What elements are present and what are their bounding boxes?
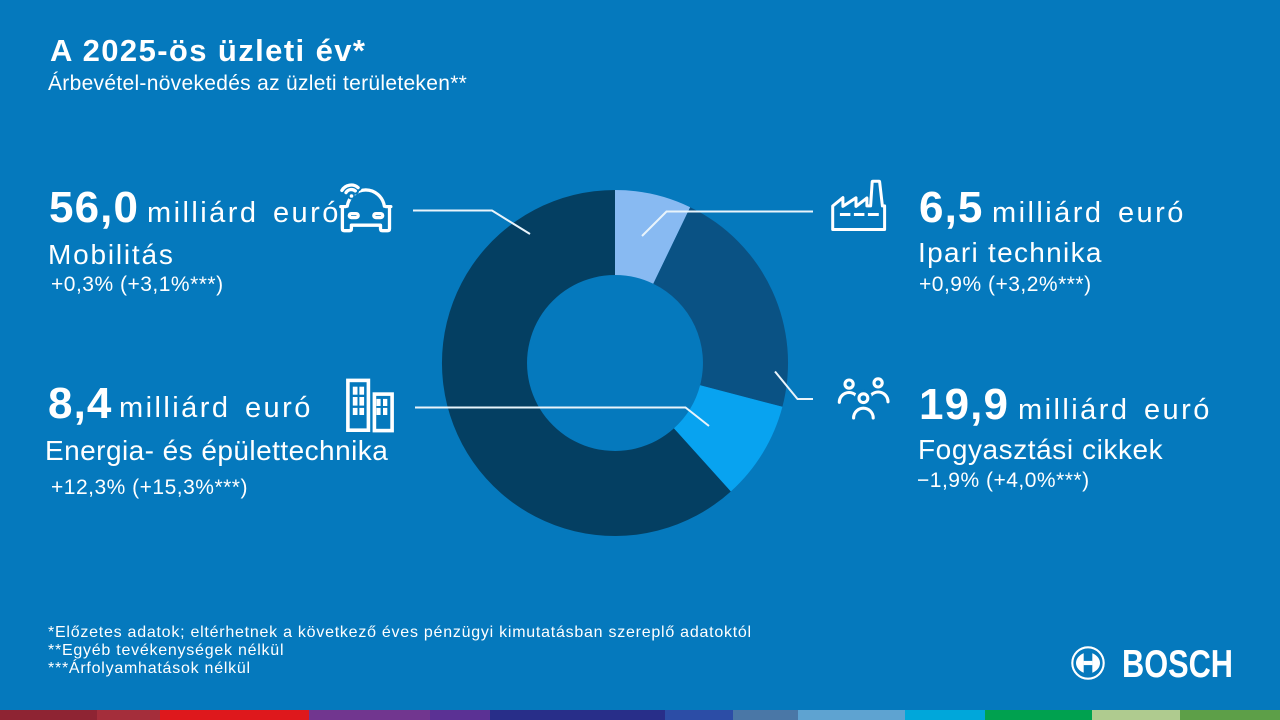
svg-text:BOSCH: BOSCH (1122, 643, 1233, 686)
